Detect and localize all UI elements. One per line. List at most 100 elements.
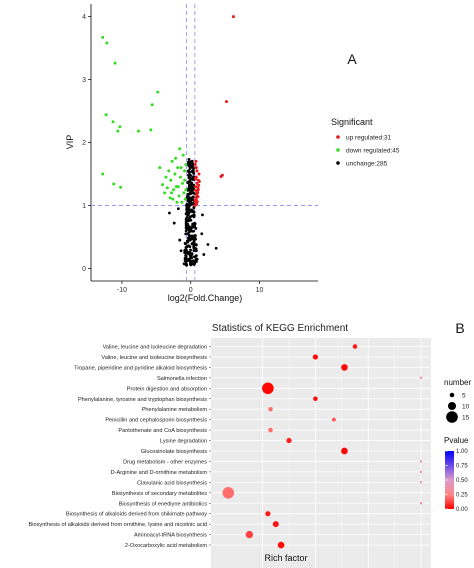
point-unchange xyxy=(193,224,197,228)
point-unchange xyxy=(187,173,190,177)
point-unchange xyxy=(188,230,191,234)
point-unchange xyxy=(188,188,192,192)
x-tick-label: 0 xyxy=(189,287,193,294)
legend-entry: unchange:285 xyxy=(346,161,388,168)
point-unchange xyxy=(192,171,196,175)
pathway-label: Penicillin and cephalosporin biosynthesi… xyxy=(105,418,207,424)
colorbar-label: 0.25 xyxy=(456,493,468,499)
point-unchange xyxy=(191,210,195,214)
point-down-regulated xyxy=(173,172,177,176)
point-down-regulated xyxy=(172,188,176,192)
point-down-regulated xyxy=(136,129,140,133)
point-unchange xyxy=(191,166,195,170)
point-down-regulated xyxy=(180,200,184,204)
point-down-regulated xyxy=(169,191,173,195)
point-unchange xyxy=(188,225,191,229)
enrichment-point xyxy=(268,427,273,433)
point-unchange xyxy=(190,226,194,230)
point-down-regulated xyxy=(119,185,123,189)
point-unchange xyxy=(184,220,188,224)
point-up-regulated xyxy=(194,175,198,179)
point-down-regulated xyxy=(163,191,167,195)
enrichment-point xyxy=(222,487,235,499)
point-unchange xyxy=(189,254,193,258)
y-tick-label: 2 xyxy=(82,140,86,147)
point-unchange xyxy=(200,232,204,236)
point-unchange xyxy=(191,202,195,205)
point-unchange xyxy=(194,243,198,247)
size-legend-marker xyxy=(447,401,457,411)
point-unchange xyxy=(189,163,193,167)
enrichment-point xyxy=(245,530,254,539)
point-unchange xyxy=(186,169,190,173)
point-unchange xyxy=(194,260,198,263)
point-down-regulated xyxy=(156,90,160,94)
point-up-regulated xyxy=(194,188,198,192)
enrichment-point xyxy=(286,437,292,444)
point-unchange xyxy=(191,188,195,192)
point-down-regulated xyxy=(177,194,181,198)
point-unchange xyxy=(201,213,204,217)
point-unchange xyxy=(192,240,196,244)
point-up-regulated xyxy=(194,185,198,189)
point-down-regulated xyxy=(165,186,169,190)
y-tick-label: 0 xyxy=(82,266,86,273)
point-up-regulated xyxy=(193,163,197,167)
legend-entry: up regulated:31 xyxy=(346,135,392,142)
point-unchange xyxy=(191,222,195,226)
point-unchange xyxy=(194,257,198,261)
enrichment-point xyxy=(262,382,274,395)
point-down-regulated xyxy=(170,159,174,163)
pathway-label: Pantothenate and CoA biosynthesis xyxy=(118,428,207,434)
pathway-label: Salmonella infection xyxy=(157,376,207,382)
volcano-ticks: 0 1 2 3 4 -10 0 10 xyxy=(82,14,263,294)
point-unchange xyxy=(189,174,193,178)
colorbar-label: 0.00 xyxy=(456,507,468,513)
point-unchange xyxy=(188,176,191,180)
enrichment-point xyxy=(419,481,423,484)
enrichment-point xyxy=(419,502,423,505)
pathway-label: Phenylalanine metabolism xyxy=(142,407,208,413)
point-up-regulated xyxy=(197,180,201,184)
enrichment-point xyxy=(341,447,348,455)
point-unchange xyxy=(186,207,190,211)
point-up-regulated xyxy=(225,100,229,104)
point-down-regulated xyxy=(178,175,182,179)
panel-label-a: A xyxy=(347,51,357,67)
point-unchange xyxy=(185,195,189,198)
point-unchange xyxy=(191,186,195,190)
point-unchange xyxy=(189,191,192,195)
point-up-regulated xyxy=(195,169,199,173)
enrichment-point xyxy=(419,376,423,380)
pathway-label: D-Arginine and D-ornithine metabolism xyxy=(111,470,208,476)
pathway-label: Aminoacyl-tRNA biosynthesis xyxy=(134,533,207,539)
pathway-label: Lysine degradation xyxy=(160,439,207,445)
point-down-regulated xyxy=(101,172,105,176)
point-unchange xyxy=(190,181,194,185)
enrichment-point xyxy=(312,354,319,360)
point-unchange xyxy=(179,249,183,253)
kegg-enrichment-plot: Statistics of KEGG Enrichment B Valine, … xyxy=(29,320,471,568)
point-unchange xyxy=(193,234,197,238)
point-unchange xyxy=(172,221,176,225)
colorbar-label: 0.75 xyxy=(456,464,468,470)
point-unchange xyxy=(188,217,191,220)
point-unchange xyxy=(183,241,187,245)
enrichment-point xyxy=(265,511,271,517)
pathway-label: Protein digestion and absorption xyxy=(127,386,207,392)
point-down-regulated xyxy=(180,181,184,185)
point-unchange xyxy=(192,249,196,252)
point-unchange xyxy=(178,238,182,242)
kegg-gridlines xyxy=(211,338,431,568)
kegg-chart-title: Statistics of KEGG Enrichment xyxy=(212,323,348,334)
point-unchange xyxy=(194,227,198,230)
point-unchange xyxy=(185,204,189,207)
point-unchange xyxy=(193,222,197,226)
x-tick-label: -10 xyxy=(117,287,127,294)
pathway-label: Drug metabolism - other enzymes xyxy=(123,459,207,465)
point-down-regulated xyxy=(101,35,105,39)
point-down-regulated xyxy=(168,196,172,200)
point-unchange xyxy=(184,217,188,221)
point-down-regulated xyxy=(183,197,187,201)
